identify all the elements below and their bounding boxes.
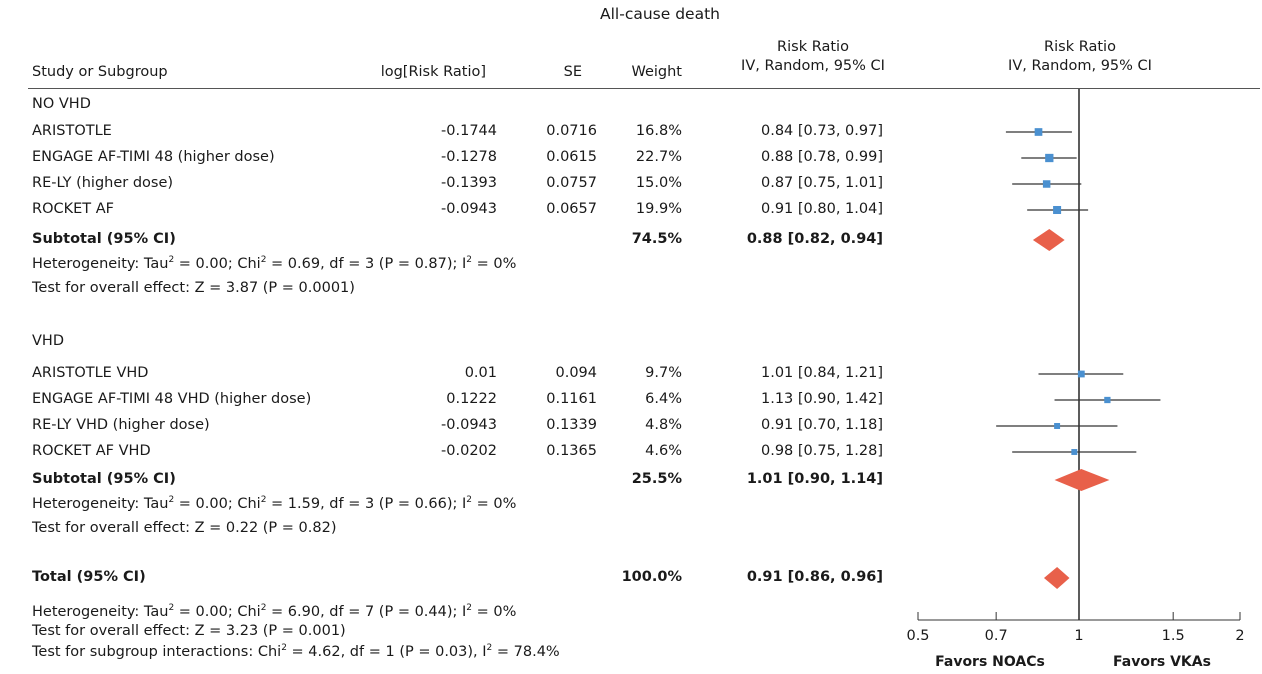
study-se: 0.1161 bbox=[546, 391, 597, 407]
study-weight: 15.0% bbox=[635, 175, 682, 191]
study-ci: 0.88 [0.78, 0.99] bbox=[761, 149, 883, 165]
study-se: 0.1339 bbox=[546, 417, 597, 433]
header-rr-line2: IV, Random, 95% CI bbox=[741, 58, 885, 74]
study-weight: 19.9% bbox=[635, 201, 682, 217]
favors-right-label: Favors VKAs bbox=[1113, 654, 1211, 670]
study-marker bbox=[1077, 370, 1085, 378]
header-plot-line1: Risk Ratio bbox=[1044, 39, 1116, 55]
study-se: 0.094 bbox=[555, 365, 597, 381]
study-se: 0.0657 bbox=[546, 201, 597, 217]
x-tick-label: 1 bbox=[1074, 628, 1083, 644]
study-weight: 9.7% bbox=[645, 365, 682, 381]
study-name: ENGAGE AF-TIMI 48 (higher dose) bbox=[32, 149, 275, 165]
subtotal-weight: 25.5% bbox=[631, 471, 682, 487]
overall-effect-text: Test for overall effect: Z = 0.22 (P = 0… bbox=[32, 520, 337, 536]
chart-title: All-cause death bbox=[600, 5, 720, 23]
study-log-rr: 0.1222 bbox=[446, 391, 497, 407]
study-ci: 0.84 [0.73, 0.97] bbox=[761, 123, 883, 139]
study-name: ROCKET AF bbox=[32, 201, 115, 217]
total-weight: 100.0% bbox=[621, 569, 682, 585]
study-marker bbox=[1034, 128, 1043, 136]
study-marker bbox=[1054, 423, 1061, 429]
header-se: SE bbox=[563, 64, 582, 80]
study-weight: 4.8% bbox=[645, 417, 682, 433]
study-weight: 22.7% bbox=[635, 149, 682, 165]
overall-effect-text: Test for overall effect: Z = 3.87 (P = 0… bbox=[32, 280, 355, 296]
pooled-diamond bbox=[1043, 567, 1070, 589]
subtotal-label: Subtotal (95% CI) bbox=[32, 231, 176, 247]
study-se: 0.1365 bbox=[546, 443, 597, 459]
study-se: 0.0757 bbox=[546, 175, 597, 191]
study-ci: 0.98 [0.75, 1.28] bbox=[761, 443, 883, 459]
study-weight: 4.6% bbox=[645, 443, 682, 459]
subtotal-ci: 1.01 [0.90, 1.14] bbox=[746, 471, 883, 487]
study-name: ARISTOTLE bbox=[32, 123, 112, 139]
study-log-rr: -0.0943 bbox=[441, 201, 497, 217]
header-study: Study or Subgroup bbox=[32, 64, 168, 80]
study-weight: 16.8% bbox=[635, 123, 682, 139]
header-weight: Weight bbox=[631, 64, 682, 80]
study-name: RE-LY (higher dose) bbox=[32, 175, 174, 191]
pooled-diamond bbox=[1032, 229, 1065, 251]
study-name: ARISTOTLE VHD bbox=[32, 365, 149, 381]
study-log-rr: -0.0202 bbox=[441, 443, 497, 459]
study-weight: 6.4% bbox=[645, 391, 682, 407]
x-tick-label: 2 bbox=[1235, 628, 1244, 644]
study-ci: 1.13 [0.90, 1.42] bbox=[761, 391, 883, 407]
subgroup-interaction-text: Test for subgroup interactions: Chi2 = 4… bbox=[32, 643, 560, 660]
study-name: ROCKET AF VHD bbox=[32, 443, 151, 459]
group-name: NO VHD bbox=[32, 96, 91, 112]
pooled-diamond bbox=[1054, 469, 1110, 491]
study-log-rr: -0.1393 bbox=[441, 175, 497, 191]
total-heterogeneity-text: Heterogeneity: Tau2 = 0.00; Chi2 = 6.90,… bbox=[32, 603, 517, 620]
header-plot-line2: IV, Random, 95% CI bbox=[1008, 58, 1152, 74]
study-marker bbox=[1053, 205, 1062, 215]
header-rule bbox=[28, 88, 1260, 89]
header-rr-line1: Risk Ratio bbox=[777, 39, 849, 55]
study-marker bbox=[1042, 180, 1051, 188]
study-marker bbox=[1045, 153, 1054, 163]
favors-left-label: Favors NOACs bbox=[935, 654, 1045, 670]
study-marker bbox=[1104, 396, 1111, 404]
subtotal-weight: 74.5% bbox=[631, 231, 682, 247]
study-log-rr: -0.1278 bbox=[441, 149, 497, 165]
study-se: 0.0716 bbox=[546, 123, 597, 139]
total-label: Total (95% CI) bbox=[32, 569, 146, 585]
study-log-rr: -0.1744 bbox=[441, 123, 497, 139]
study-se: 0.0615 bbox=[546, 149, 597, 165]
subtotal-ci: 0.88 [0.82, 0.94] bbox=[746, 231, 883, 247]
header-log-rr: log[Risk Ratio] bbox=[380, 64, 486, 80]
x-tick-label: 1.5 bbox=[1162, 628, 1185, 644]
x-tick-label: 0.5 bbox=[906, 628, 929, 644]
study-ci: 0.87 [0.75, 1.01] bbox=[761, 175, 883, 191]
study-name: RE-LY VHD (higher dose) bbox=[32, 417, 210, 433]
x-tick-label: 0.7 bbox=[985, 628, 1008, 644]
study-ci: 1.01 [0.84, 1.21] bbox=[761, 365, 883, 381]
study-log-rr: 0.01 bbox=[464, 365, 497, 381]
study-marker bbox=[1071, 449, 1078, 455]
heterogeneity-text: Heterogeneity: Tau2 = 0.00; Chi2 = 0.69,… bbox=[32, 255, 517, 272]
study-ci: 0.91 [0.80, 1.04] bbox=[761, 201, 883, 217]
study-ci: 0.91 [0.70, 1.18] bbox=[761, 417, 883, 433]
total-overall-effect-text: Test for overall effect: Z = 3.23 (P = 0… bbox=[32, 623, 346, 639]
subtotal-label: Subtotal (95% CI) bbox=[32, 471, 176, 487]
heterogeneity-text: Heterogeneity: Tau2 = 0.00; Chi2 = 1.59,… bbox=[32, 495, 517, 512]
study-log-rr: -0.0943 bbox=[441, 417, 497, 433]
total-ci: 0.91 [0.86, 0.96] bbox=[746, 569, 883, 585]
study-name: ENGAGE AF-TIMI 48 VHD (higher dose) bbox=[32, 391, 312, 407]
group-name: VHD bbox=[32, 333, 64, 349]
